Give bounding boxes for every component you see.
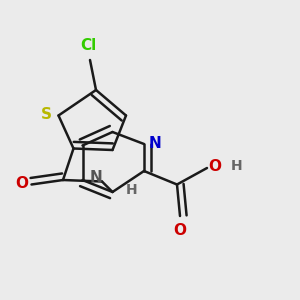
Text: Cl: Cl — [80, 38, 97, 52]
Text: O: O — [15, 176, 28, 190]
Text: H: H — [126, 183, 138, 197]
Text: O: O — [173, 223, 187, 238]
Text: O: O — [208, 159, 221, 174]
Text: S: S — [41, 107, 52, 122]
Text: H: H — [231, 160, 243, 173]
Text: N: N — [89, 169, 102, 184]
Text: N: N — [148, 136, 161, 152]
